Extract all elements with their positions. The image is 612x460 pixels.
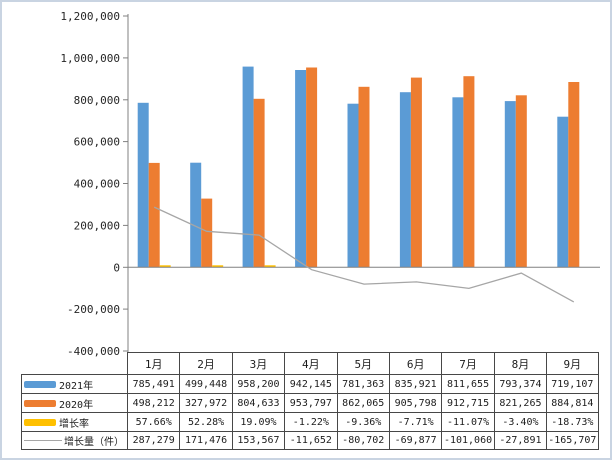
table-cell: -3.40%: [493, 412, 547, 431]
table-cell: -9.36%: [336, 412, 389, 431]
bar-s1-m3: [253, 98, 265, 268]
table-cell: -69,877: [388, 431, 442, 450]
table-cell: -27,891: [493, 431, 547, 450]
y-axis-label: 800,000: [74, 94, 120, 107]
table-corner-blank: [21, 352, 127, 374]
table-cell: -101,060: [441, 431, 494, 450]
table-cell: 52.28%: [179, 412, 232, 431]
bar-s1-m7: [463, 76, 475, 268]
y-axis-label: 400,000: [74, 178, 120, 191]
y-axis-label: -200,000: [67, 303, 120, 316]
bar-s0-m6: [399, 92, 411, 268]
table-cell: 19.09%: [231, 412, 285, 431]
bar-s0-m3: [242, 66, 254, 268]
table-cell: 884,814: [546, 393, 599, 412]
bar-s0-m2: [190, 162, 202, 268]
bar-s1-m4: [306, 67, 318, 268]
legend-cell: 增长率: [21, 412, 127, 431]
legend-label: 2020年: [59, 399, 94, 411]
bar-s0-m4: [295, 70, 307, 268]
y-axis-label: 1,000,000: [60, 52, 120, 65]
month-header-cell: 6月: [388, 352, 442, 374]
bar-s1-m9: [568, 82, 580, 268]
bar-s1-m6: [410, 77, 422, 268]
table-cell: 905,798: [388, 393, 442, 412]
y-axis-label: 600,000: [74, 136, 120, 149]
month-header-cell: 2月: [179, 352, 232, 374]
table-cell: 781,363: [336, 374, 389, 393]
table-cell: -165,707: [546, 431, 599, 450]
month-header-cell: 4月: [284, 352, 337, 374]
month-header-cell: 3月: [231, 352, 285, 374]
table-cell: 498,212: [127, 393, 180, 412]
table-cell: 499,448: [179, 374, 232, 393]
table-cell: 835,921: [388, 374, 442, 393]
legend-label: 增长率: [59, 418, 89, 430]
table-cell: 327,972: [179, 393, 232, 412]
legend-swatch-line-icon: [24, 440, 62, 441]
table-cell: -18.73%: [546, 412, 599, 431]
table-cell: 804,633: [231, 393, 285, 412]
month-header-cell: 1月: [127, 352, 180, 374]
table-cell: 719,107: [546, 374, 599, 393]
table-cell: 953,797: [284, 393, 337, 412]
table-cell: -11,652: [284, 431, 337, 450]
table-cell: 942,145: [284, 374, 337, 393]
y-axis-label: -400,000: [67, 345, 120, 358]
legend-label: 增长量（件）: [64, 437, 124, 448]
table-cell: 811,655: [441, 374, 494, 393]
bar-s0-m8: [504, 101, 516, 268]
table-cell: 287,279: [127, 431, 180, 450]
chart-data-table: 1月 2月 3月 4月 5月 6月 7月 8月 9月 2021年 785,491 499,448 958…: [21, 352, 599, 450]
month-header-cell: 7月: [441, 352, 494, 374]
y-axis-label: 1,200,000: [60, 10, 120, 23]
table-cell: 862,065: [336, 393, 389, 412]
table-cell: -11.07%: [441, 412, 494, 431]
bar-s1-m1: [148, 162, 160, 268]
table-cell: -1.22%: [284, 412, 337, 431]
table-cell: 912,715: [441, 393, 494, 412]
legend-swatch-bar-icon: [24, 418, 56, 426]
y-axis-label: 0: [113, 261, 120, 274]
bar-s2-m1: [159, 265, 171, 268]
table-cell: 171,476: [179, 431, 232, 450]
legend-label: 2021年: [59, 380, 94, 392]
table-cell: 793,374: [493, 374, 547, 393]
growth-line: [153, 206, 575, 303]
bar-s0-m7: [452, 97, 464, 268]
legend-cell: 增长量（件）: [21, 431, 127, 450]
legend-swatch-bar-icon: [24, 380, 56, 388]
table-cell: -7.71%: [388, 412, 442, 431]
bar-s1-m8: [515, 95, 527, 268]
table-cell: 958,200: [231, 374, 285, 393]
bar-s2-m2: [212, 265, 224, 268]
bar-s1-m5: [358, 86, 370, 268]
bar-s0-m5: [347, 103, 359, 268]
month-header-cell: 5月: [336, 352, 389, 374]
y-axis-label: 200,000: [74, 219, 120, 232]
table-cell: 153,567: [231, 431, 285, 450]
month-header-cell: 8月: [493, 352, 547, 374]
bar-s2-m3: [264, 265, 276, 268]
table-cell: 57.66%: [127, 412, 180, 431]
bar-s0-m1: [137, 102, 149, 268]
month-header-cell: 9月: [546, 352, 599, 374]
table-cell: 785,491: [127, 374, 180, 393]
table-cell: 821,265: [493, 393, 547, 412]
legend-swatch-bar-icon: [24, 399, 56, 407]
table-cell: -80,702: [336, 431, 389, 450]
bar-s0-m9: [557, 116, 569, 268]
legend-cell: 2021年: [21, 374, 127, 393]
bar-s1-m2: [201, 198, 213, 268]
legend-cell: 2020年: [21, 393, 127, 412]
